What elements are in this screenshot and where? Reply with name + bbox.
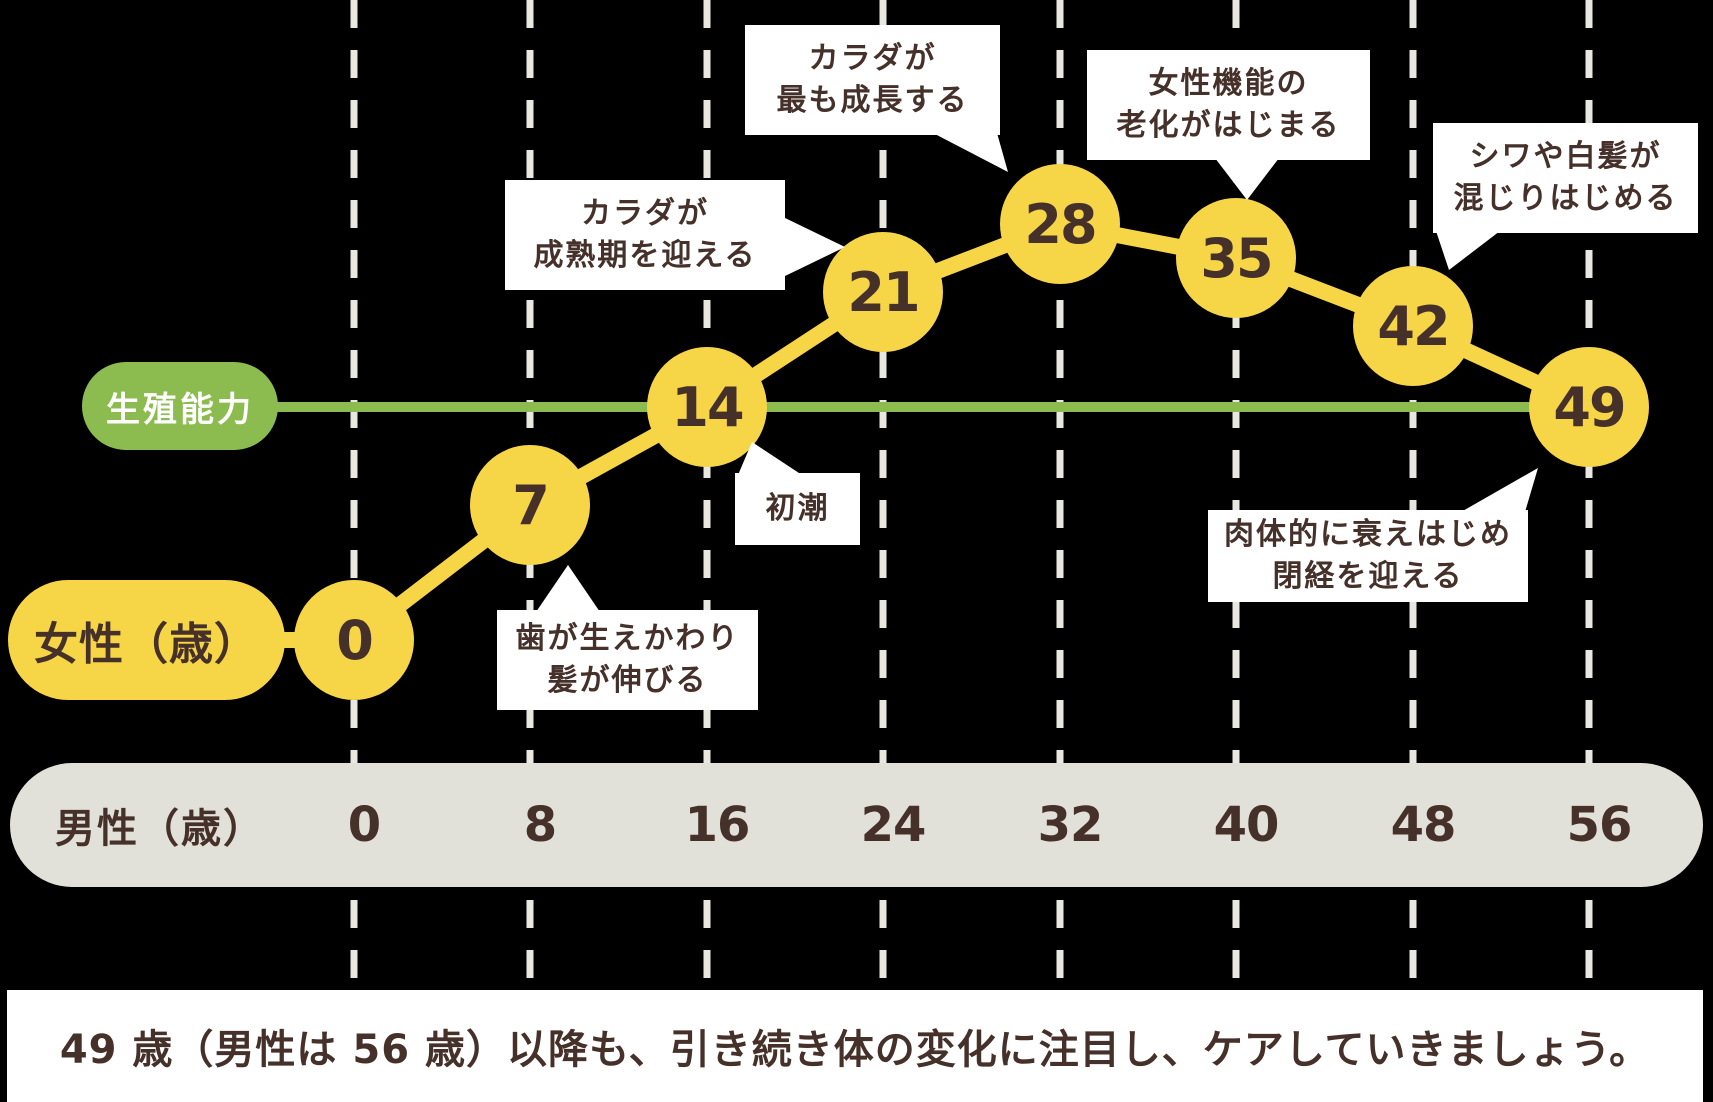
male-age-label-48: 48 [1390, 797, 1457, 853]
male-age-label-24: 24 [860, 797, 927, 853]
male-age-label-40: 40 [1213, 797, 1280, 853]
male-age-label-0: 0 [347, 797, 381, 853]
annotation-line: カラダが [581, 196, 709, 231]
caption-box: 49 歳（男性は 56 歳）以降も、引き続き体の変化に注目し、ケアしていきましょ… [7, 990, 1703, 1102]
annotation-line: シワや白髪が [1469, 139, 1662, 174]
annotation-line: 初潮 [765, 491, 830, 526]
annotation-line: 肉体的に衰えはじめ [1224, 517, 1512, 552]
fertility-pill: 生殖能力 [82, 362, 278, 450]
annotation-line: 成熟期を迎える [533, 238, 757, 273]
male-age-bar: 男性（歳） 0 8 16 24 32 40 48 56 [10, 763, 1703, 887]
male-age-label-8: 8 [523, 797, 557, 853]
annotation-line: 女性機能の [1148, 66, 1309, 101]
annotation-bubble-age-42: シワや白髪が 混じりはじめる [1433, 123, 1698, 233]
female-age-circle-49: 49 [1529, 347, 1649, 467]
female-axis-pill: 女性（歳） [8, 580, 285, 700]
bubble-tail [1461, 468, 1538, 512]
annotation-line: 最も成長する [776, 83, 969, 118]
caption-text: 49 歳（男性は 56 歳）以降も、引き続き体の変化に注目し、ケアしていきましょ… [59, 1027, 1651, 1073]
female-age-circle-42: 42 [1353, 266, 1473, 386]
fertility-pill-label: 生殖能力 [106, 389, 254, 430]
annotation-bubble-age-28: カラダが最も成長する [745, 25, 1000, 135]
bubble-tail [783, 217, 845, 277]
male-axis-label: 男性（歳） [55, 806, 265, 852]
male-age-label-16: 16 [684, 797, 751, 853]
female-age-circle-35: 35 [1176, 198, 1296, 318]
female-age-circle-14: 14 [647, 347, 767, 467]
annotation-bubble-age-49: 肉体的に衰えはじめ 閉経を迎える [1208, 510, 1528, 602]
female-age-circle-28: 28 [1000, 164, 1120, 284]
annotation-line: 閉経を迎える [1272, 559, 1464, 594]
bubble-tail [1436, 231, 1500, 270]
female-axis-label: 女性（歳） [34, 619, 259, 670]
annotation-line: 混じりはじめる [1453, 181, 1678, 216]
bubble-tail [933, 133, 1008, 172]
annotation-bubble-age-21: カラダが成熟期を迎える [505, 180, 785, 290]
male-age-label-56: 56 [1566, 797, 1633, 853]
annotation-bubble-age-35: 女性機能の老化がはじまる [1087, 50, 1370, 160]
bubble-tail [536, 565, 600, 612]
female-age-circle-21: 21 [823, 232, 943, 352]
annotation-bubble-age-7: 歯が生えかわり 髪が伸びる [497, 610, 758, 710]
bubble-tail [738, 442, 802, 475]
female-age-circle-7: 7 [470, 445, 590, 565]
annotation-line: 歯が生えかわり [515, 621, 740, 656]
annotation-line: 髪が伸びる [547, 663, 708, 698]
female-age-circle-0: 0 [294, 580, 414, 700]
annotation-line: 老化がはじまる [1116, 108, 1341, 143]
male-age-label-32: 32 [1037, 797, 1104, 853]
annotation-bubble-age-14: 初潮 [735, 473, 860, 545]
bubble-tail [1215, 158, 1279, 200]
annotation-line: カラダが [808, 41, 937, 76]
